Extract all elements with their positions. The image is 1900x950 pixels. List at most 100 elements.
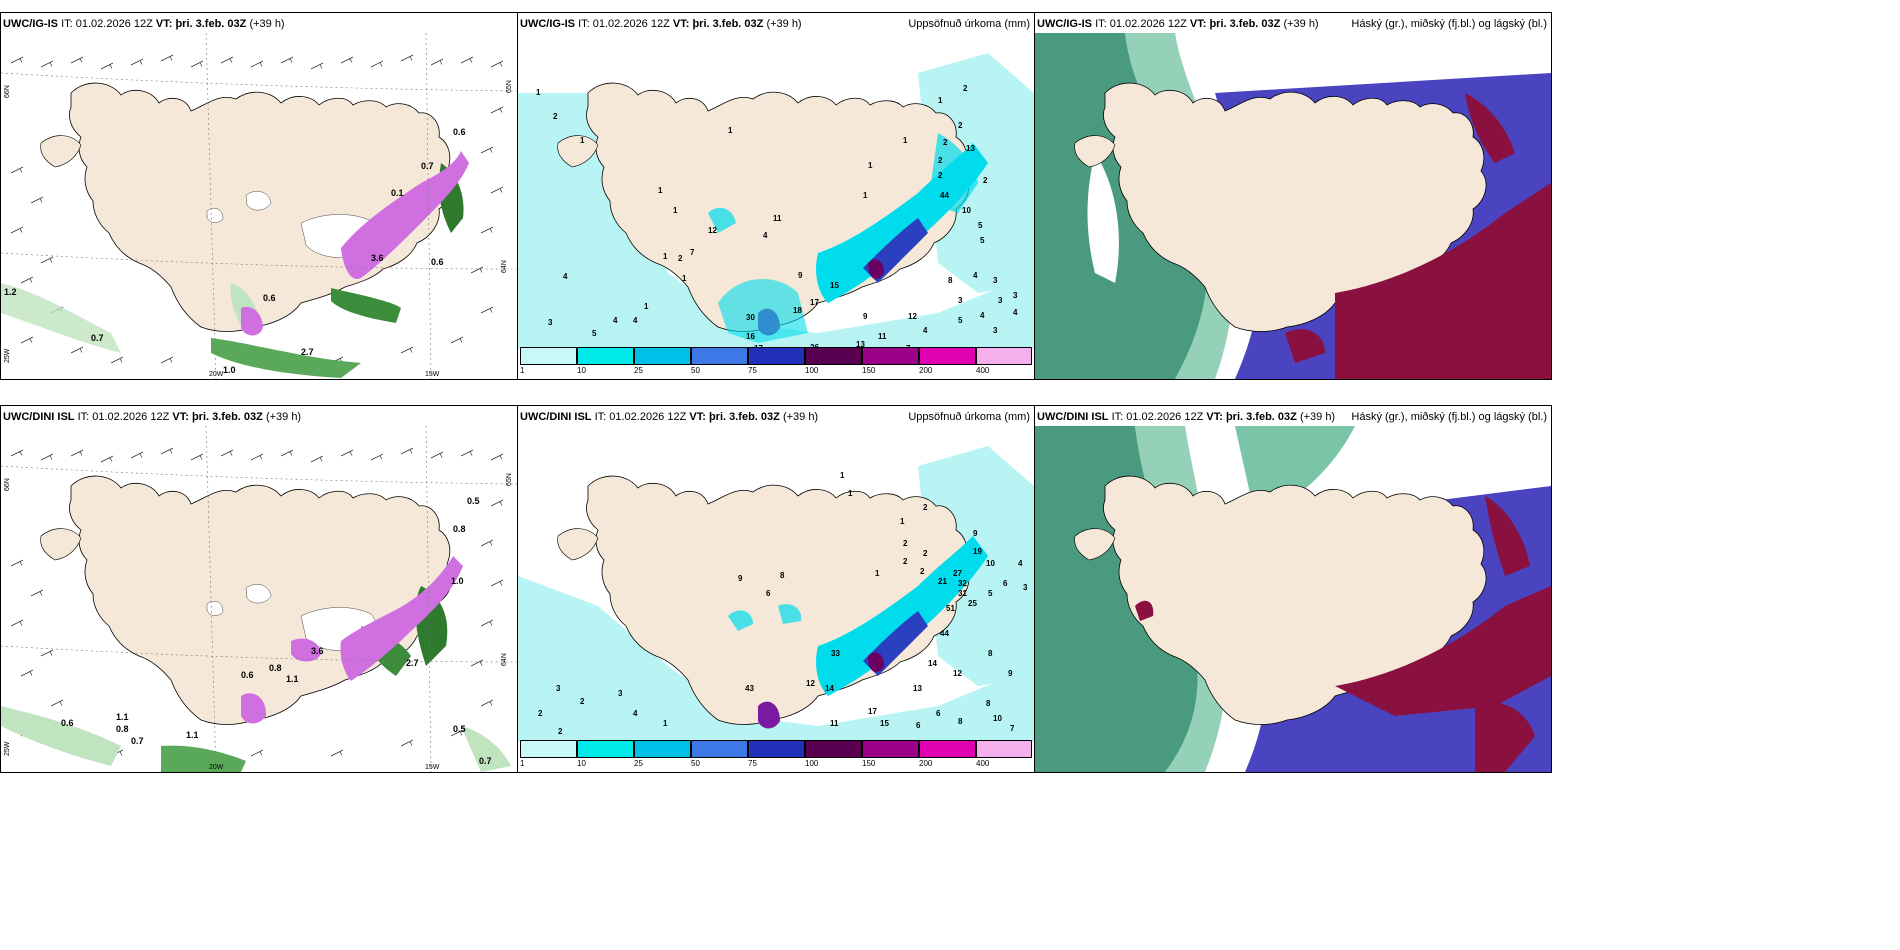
precip-value: 7 xyxy=(906,344,911,349)
vt-label: VT: xyxy=(689,411,706,423)
lead-time: (+39 h) xyxy=(265,411,302,423)
model-name: UWC/DINI ISL xyxy=(3,411,75,423)
it-label: IT: xyxy=(1111,411,1124,423)
wind-value: 0.7 xyxy=(91,333,104,343)
precip-value: 8 xyxy=(986,699,991,708)
colorbar-swatch xyxy=(748,347,805,365)
precip-value: 2 xyxy=(920,567,925,576)
colorbar-tick: 400 xyxy=(976,366,990,375)
precip-value: 18 xyxy=(793,306,802,315)
vt-label: VT: xyxy=(1206,411,1223,423)
vt-value: þri. 3.feb. 03Z xyxy=(1209,18,1281,30)
it-label: IT: xyxy=(61,18,73,30)
precip-value: 4 xyxy=(613,316,618,325)
lat-label: 64N xyxy=(501,653,508,666)
colorbar-tick: 75 xyxy=(748,366,757,375)
panel-header: UWC/IG-IS IT: 01.02.2026 12Z VT: þri. 3.… xyxy=(3,15,513,33)
vt-label: VT: xyxy=(672,18,690,30)
it-label: IT: xyxy=(594,411,607,423)
panel-header: UWC/DINI ISL IT: 01.02.2026 12Z VT: þri.… xyxy=(520,408,1030,426)
wind-value: 0.5 xyxy=(467,496,480,506)
snowfall-shading xyxy=(241,556,463,724)
precip-value: 31 xyxy=(958,589,967,598)
wind-value: 0.8 xyxy=(269,663,282,673)
vt-label: VT: xyxy=(1189,18,1207,30)
colorbar-swatch xyxy=(805,740,862,758)
precip-value: 1 xyxy=(848,489,853,498)
precip-value: 4 xyxy=(563,272,568,281)
vt-value: þri. 3.feb. 03Z xyxy=(708,411,780,423)
lat-label: 66N xyxy=(4,478,11,491)
wind-value-labels: 0.7 0.1 3.6 0.6 1.2 0.6 1.0 0.7 2.7 0.6 xyxy=(4,127,466,375)
precip-value: 5 xyxy=(980,236,985,245)
vt-value: þri. 3.feb. 03Z xyxy=(191,411,263,423)
precip-value: 4 xyxy=(980,311,985,320)
precip-colorbar: 1 10 25 50 75 100 150 200 400 xyxy=(520,740,1032,770)
precip-map: 1 1 1 2 2 2 1 2 2 9 10 19 27 32 31 21 25… xyxy=(518,426,1034,742)
it-value: 01.02.2026 12Z xyxy=(1126,411,1204,423)
precip-value: 43 xyxy=(745,684,754,693)
precip-value: 7 xyxy=(690,248,695,257)
precip-value: 1 xyxy=(840,471,845,480)
lat-label: 65N xyxy=(506,80,513,93)
precip-value: 27 xyxy=(953,569,962,578)
precip-value: 15 xyxy=(830,281,839,290)
colorbar-swatch xyxy=(862,347,919,365)
colorbar-swatch xyxy=(691,740,748,758)
wind-value: 3.6 xyxy=(311,646,324,656)
colorbar-swatch xyxy=(634,740,691,758)
lon-label: 20W xyxy=(209,764,224,771)
wind-map-panel-bottom: UWC/DINI ISL IT: 01.02.2026 12Z VT: þri.… xyxy=(0,405,518,773)
precip-value: 9 xyxy=(738,574,743,583)
wind-value: 1.1 xyxy=(116,712,129,722)
wind-map-panel-top: UWC/IG-IS IT: 01.02.2026 12Z VT: þri. 3.… xyxy=(0,12,518,380)
precip-value: 2 xyxy=(903,557,908,566)
model-name: UWC/IG-IS xyxy=(3,18,58,30)
wind-value: 2.7 xyxy=(301,347,314,357)
precip-value: 11 xyxy=(773,214,782,223)
precip-value: 4 xyxy=(1018,559,1023,568)
lead-time: (+39 h) xyxy=(782,411,819,423)
precip-value: 12 xyxy=(708,226,717,235)
precip-value: 3 xyxy=(618,689,623,698)
precip-value: 12 xyxy=(908,312,917,321)
precip-map-panel-bottom: UWC/DINI ISL IT: 01.02.2026 12Z VT: þri.… xyxy=(517,405,1035,773)
colorbar-swatch xyxy=(976,347,1032,365)
wind-value: 0.5 xyxy=(453,724,466,734)
wind-value: 1.0 xyxy=(223,365,236,375)
precip-value: 17 xyxy=(868,707,877,716)
precip-value: 2 xyxy=(678,254,683,263)
wind-value: 1.1 xyxy=(186,730,199,740)
precip-value: 21 xyxy=(938,577,947,586)
wind-value: 0.1 xyxy=(391,188,404,198)
wind-value: 1.1 xyxy=(286,674,299,684)
colorbar-swatch xyxy=(577,740,634,758)
colorbar-tick: 50 xyxy=(691,366,700,375)
lon-label: 15W xyxy=(425,371,440,378)
wind-value: 0.6 xyxy=(61,718,74,728)
precip-value: 3 xyxy=(993,276,998,285)
precip-value: 3 xyxy=(548,318,553,327)
precip-value: 25 xyxy=(968,599,977,608)
map-title: Háský (gr.), miðský (fj.bl.) og lágský (… xyxy=(1351,18,1547,30)
precip-value: 1 xyxy=(875,569,880,578)
precip-value: 1 xyxy=(663,252,668,261)
precip-value: 6 xyxy=(766,589,771,598)
precip-value: 1 xyxy=(673,206,678,215)
precip-value: 10 xyxy=(986,559,995,568)
it-label: IT: xyxy=(1095,18,1107,30)
colorbar-tick: 1 xyxy=(520,366,525,375)
wind-value: 0.6 xyxy=(453,127,466,137)
colorbar-swatch xyxy=(748,740,805,758)
colorbar-tick: 200 xyxy=(919,759,933,768)
precip-value: 15 xyxy=(880,719,889,728)
wind-value: 0.6 xyxy=(431,257,444,267)
colorbar-swatch xyxy=(520,740,577,758)
precip-value: 3 xyxy=(556,684,561,693)
precip-value: 14 xyxy=(928,659,937,668)
precip-value: 4 xyxy=(633,709,638,718)
precip-value: 8 xyxy=(780,571,785,580)
wind-map: 0.5 0.8 1.0 0.6 0.8 1.1 3.6 2.7 0.6 1.1 … xyxy=(1,426,517,772)
colorbar-tick: 200 xyxy=(919,366,933,375)
colorbar-tick: 10 xyxy=(577,759,586,768)
